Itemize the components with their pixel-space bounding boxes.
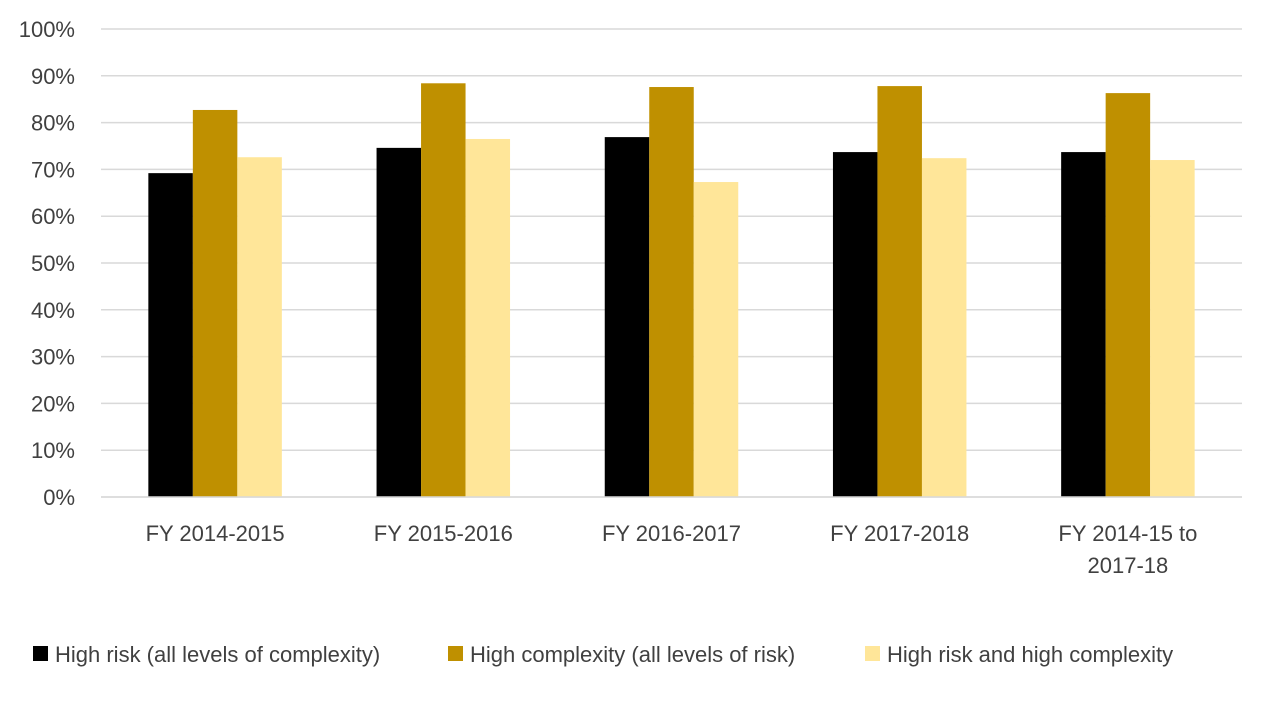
y-tick-label: 0% [43,485,75,510]
bar [421,83,466,498]
y-tick-label: 20% [31,391,75,416]
bar [1150,160,1195,498]
bar [148,173,193,498]
y-tick-label: 80% [31,111,75,136]
y-tick-label: 30% [31,345,75,370]
bar [832,152,878,498]
x-tick-label: FY 2014-2015 [146,521,285,546]
y-tick-label: 40% [31,298,75,323]
legend-swatch [33,646,48,661]
bar [649,87,694,498]
bar [465,138,511,498]
y-tick-label: 100% [19,17,75,42]
x-tick-label: FY 2017-2018 [830,521,969,546]
x-tick-label: 2017-18 [1088,553,1169,578]
legend-label: High complexity (all levels of risk) [470,642,795,667]
bar [693,182,739,497]
y-tick-label: 10% [31,438,75,463]
y-tick-label: 50% [31,251,75,276]
bar [877,86,922,497]
y-tick-label: 70% [31,157,75,182]
bar [604,137,650,497]
legend-swatch [865,646,880,661]
x-tick-label: FY 2016-2017 [602,521,741,546]
bar [921,158,967,497]
bar [376,147,422,497]
x-tick-label: FY 2015-2016 [374,521,513,546]
y-tick-label: 60% [31,204,75,229]
bar [1105,93,1151,497]
bar [1061,152,1106,498]
legend-label: High risk and high complexity [887,642,1173,667]
y-tick-label: 90% [31,64,75,89]
legend-label: High risk (all levels of complexity) [55,642,380,667]
bar [192,109,238,498]
legend-swatch [448,646,463,661]
x-tick-label: FY 2014-15 to [1058,521,1197,546]
bar [237,157,282,497]
